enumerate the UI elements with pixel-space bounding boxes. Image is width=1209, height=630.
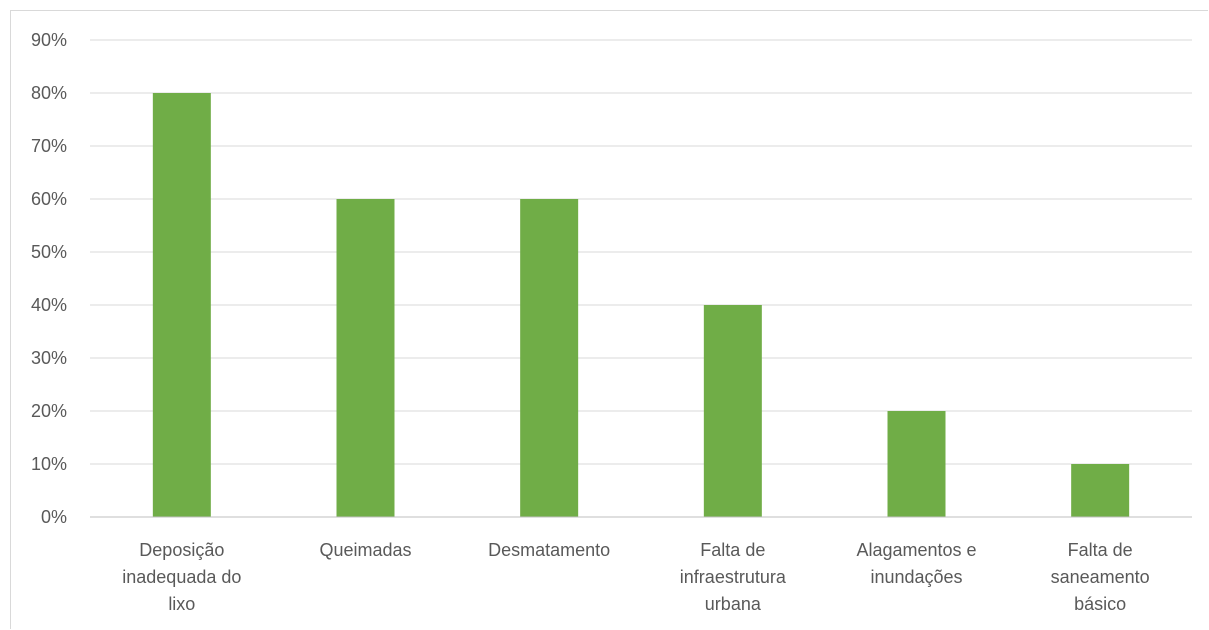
y-tick-label: 70% bbox=[31, 136, 67, 156]
y-tick-label: 60% bbox=[31, 189, 67, 209]
x-category-label: Alagamentos e inundações bbox=[856, 540, 976, 587]
y-axis-tick-labels: 0% 10% 20% 30% 40% 50% 60% 70% 80% 90% bbox=[31, 30, 67, 527]
y-tick-label: 30% bbox=[31, 348, 67, 368]
x-category-label-line: básico bbox=[1074, 594, 1126, 614]
x-category-label: Falta de infraestrutura urbana bbox=[680, 540, 787, 614]
x-category-label-line: inundações bbox=[870, 567, 962, 587]
gridlines bbox=[90, 39, 1192, 465]
x-category-label: Queimadas bbox=[319, 540, 411, 560]
x-category-label: Deposição inadequada do lixo bbox=[122, 540, 241, 614]
y-tick-label: 50% bbox=[31, 242, 67, 262]
y-tick-label: 80% bbox=[31, 83, 67, 103]
x-category-label-line: Falta de bbox=[700, 540, 765, 560]
x-category-label-line: Falta de bbox=[1068, 540, 1133, 560]
x-category-label: Desmatamento bbox=[488, 540, 610, 560]
x-category-label-line: Queimadas bbox=[319, 540, 411, 560]
y-tick-label: 90% bbox=[31, 30, 67, 50]
x-axis-category-labels: Deposição inadequada do lixo Queimadas Desma… bbox=[122, 540, 1149, 614]
y-tick-label: 0% bbox=[41, 507, 67, 527]
x-category-label-line: infraestrutura bbox=[680, 567, 787, 587]
y-tick-label: 10% bbox=[31, 454, 67, 474]
bar bbox=[152, 93, 211, 517]
bar bbox=[520, 199, 579, 517]
bars bbox=[152, 93, 1130, 517]
x-category-label-line: Alagamentos e bbox=[856, 540, 976, 560]
bar bbox=[887, 411, 946, 517]
bar bbox=[703, 305, 762, 517]
x-category-label-line: urbana bbox=[705, 594, 762, 614]
x-category-label-line: Desmatamento bbox=[488, 540, 610, 560]
y-tick-label: 20% bbox=[31, 401, 67, 421]
chart-frame bbox=[10, 10, 1208, 629]
x-category-label-line: Deposição bbox=[139, 540, 224, 560]
y-tick-label: 40% bbox=[31, 295, 67, 315]
x-category-label-line: lixo bbox=[168, 594, 195, 614]
x-category-label: Falta de saneamento básico bbox=[1051, 540, 1150, 614]
x-category-label-line: inadequada do bbox=[122, 567, 241, 587]
x-category-label-line: saneamento bbox=[1051, 567, 1150, 587]
bar bbox=[336, 199, 395, 517]
bar bbox=[1071, 464, 1130, 517]
